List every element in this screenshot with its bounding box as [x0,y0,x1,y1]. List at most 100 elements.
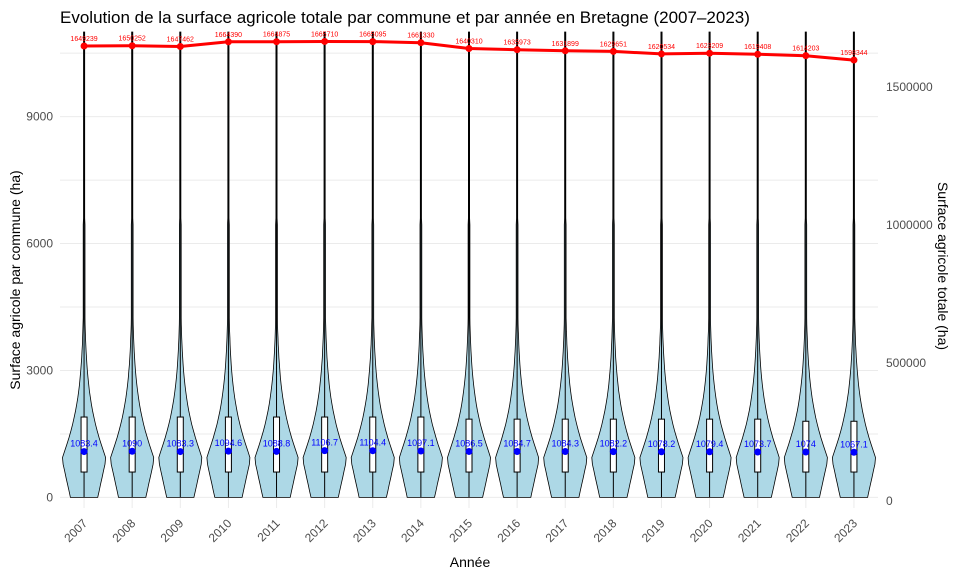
box-2022 [802,420,810,473]
total-point-2022 [802,52,810,60]
mean-label-2007: 1083.4 [70,439,98,449]
total-point-2019 [657,50,665,58]
mean-label-2023: 1067.1 [840,439,868,449]
mean-label-2019: 1078.2 [648,439,676,449]
violin-layer: 1083.4 1090 1083.3 1094.6 1088.8 1106.7 1104.4… [62,31,876,498]
mean-point-2013 [369,447,377,455]
total-point-2020 [706,49,714,57]
y2-tick-label: 0 [886,494,893,508]
box-2017 [561,418,569,473]
box-2009 [176,416,184,473]
mean-label-2017: 1084.3 [551,439,579,449]
mean-point-2020 [706,448,714,456]
mean-label-2011: 1088.8 [263,438,291,448]
box-2012 [321,416,329,473]
total-label-2013: 1665095 [359,32,386,39]
total-label-2011: 1664875 [263,32,290,39]
mean-label-2016: 1084.7 [503,439,531,449]
mean-label-2018: 1082.2 [600,439,628,449]
box-2023 [850,420,858,473]
mean-label-2021: 1073.7 [744,439,772,449]
x-tick-label: 2022 [783,516,812,545]
mean-point-2007 [80,448,88,456]
mean-point-2009 [176,448,184,456]
mean-point-2016 [513,448,521,456]
box-2015 [465,418,473,473]
box-2008 [128,416,136,473]
total-point-2023 [850,56,858,64]
y2-tick-label: 1000000 [886,218,933,232]
x-tick-label: 2019 [639,516,668,545]
box-2011 [273,416,281,473]
box-2019 [657,418,665,473]
total-label-2017: 1631899 [552,41,579,48]
box-2013 [369,416,377,473]
total-point-2010 [224,38,232,46]
mean-label-2012: 1106.7 [311,438,338,448]
box-2007 [80,416,88,473]
total-point-2011 [273,38,281,46]
box-2016 [513,418,521,473]
x-tick-label: 2023 [831,516,860,545]
x-tick-label: 2018 [591,516,620,545]
mean-label-2008: 1090 [122,438,142,448]
x-tick-label: 2014 [398,516,427,545]
mean-label-2015: 1086.5 [455,438,483,448]
total-point-2017 [561,47,569,55]
total-point-2014 [417,39,425,47]
total-label-2021: 1619408 [744,44,771,51]
box-2014 [417,416,425,473]
box-2020 [706,418,714,473]
mean-label-2009: 1083.3 [167,439,195,449]
total-point-2016 [513,46,521,54]
x-tick-label: 2016 [494,516,523,545]
total-label-2009: 1647462 [167,36,194,43]
total-series-layer: 1649239 1650252 1647462 1664390 1664875 16657… [70,31,868,64]
total-label-2023: 1598344 [840,50,867,57]
total-label-2007: 1649239 [70,36,97,43]
mean-label-2022: 1074 [796,439,816,449]
mean-label-2010: 1094.6 [215,438,243,448]
total-label-2016: 1635973 [503,40,530,47]
mean-label-2020: 1079.4 [696,439,724,449]
y-tick-label: 3000 [26,363,53,377]
y-tick-label: 6000 [26,237,53,251]
total-point-2013 [369,38,377,46]
y-axis-title: Surface agricole par commune (ha) [7,170,23,389]
mean-label-2013: 1104.4 [359,438,386,448]
mean-point-2010 [224,447,232,455]
box-2021 [754,418,762,473]
x-tick-label: 2021 [735,516,764,545]
x-tick-label: 2008 [110,516,139,545]
x-tick-label: 2009 [158,516,187,545]
x-tick-label: 2017 [543,516,572,545]
total-label-2014: 1661330 [407,33,434,40]
total-label-2015: 1640310 [455,38,482,45]
mean-point-2011 [273,447,281,455]
x-tick-label: 2007 [61,516,90,545]
box-2018 [609,418,617,473]
mean-point-2014 [417,447,425,455]
x-tick-label: 2020 [687,516,716,545]
box-2010 [224,416,232,473]
total-point-2007 [80,42,88,50]
mean-point-2019 [657,448,665,456]
mean-label-2014: 1097.1 [407,438,435,448]
total-label-2008: 1650252 [119,36,146,43]
mean-point-2012 [321,447,329,455]
total-label-2019: 1620534 [648,44,675,51]
mean-point-2022 [802,448,810,456]
y2-tick-label: 500000 [886,356,926,370]
total-label-2022: 1614203 [792,46,819,53]
total-point-2021 [754,50,762,58]
mean-point-2023 [850,448,858,456]
x-tick-label: 2012 [302,516,331,545]
y2-tick-label: 1500000 [886,80,933,94]
total-point-2018 [609,47,617,55]
mean-point-2017 [561,448,569,456]
total-label-2018: 1629651 [600,41,627,48]
x-tick-label: 2011 [254,516,282,544]
y-tick-label: 0 [46,490,53,504]
total-point-2012 [321,37,329,45]
